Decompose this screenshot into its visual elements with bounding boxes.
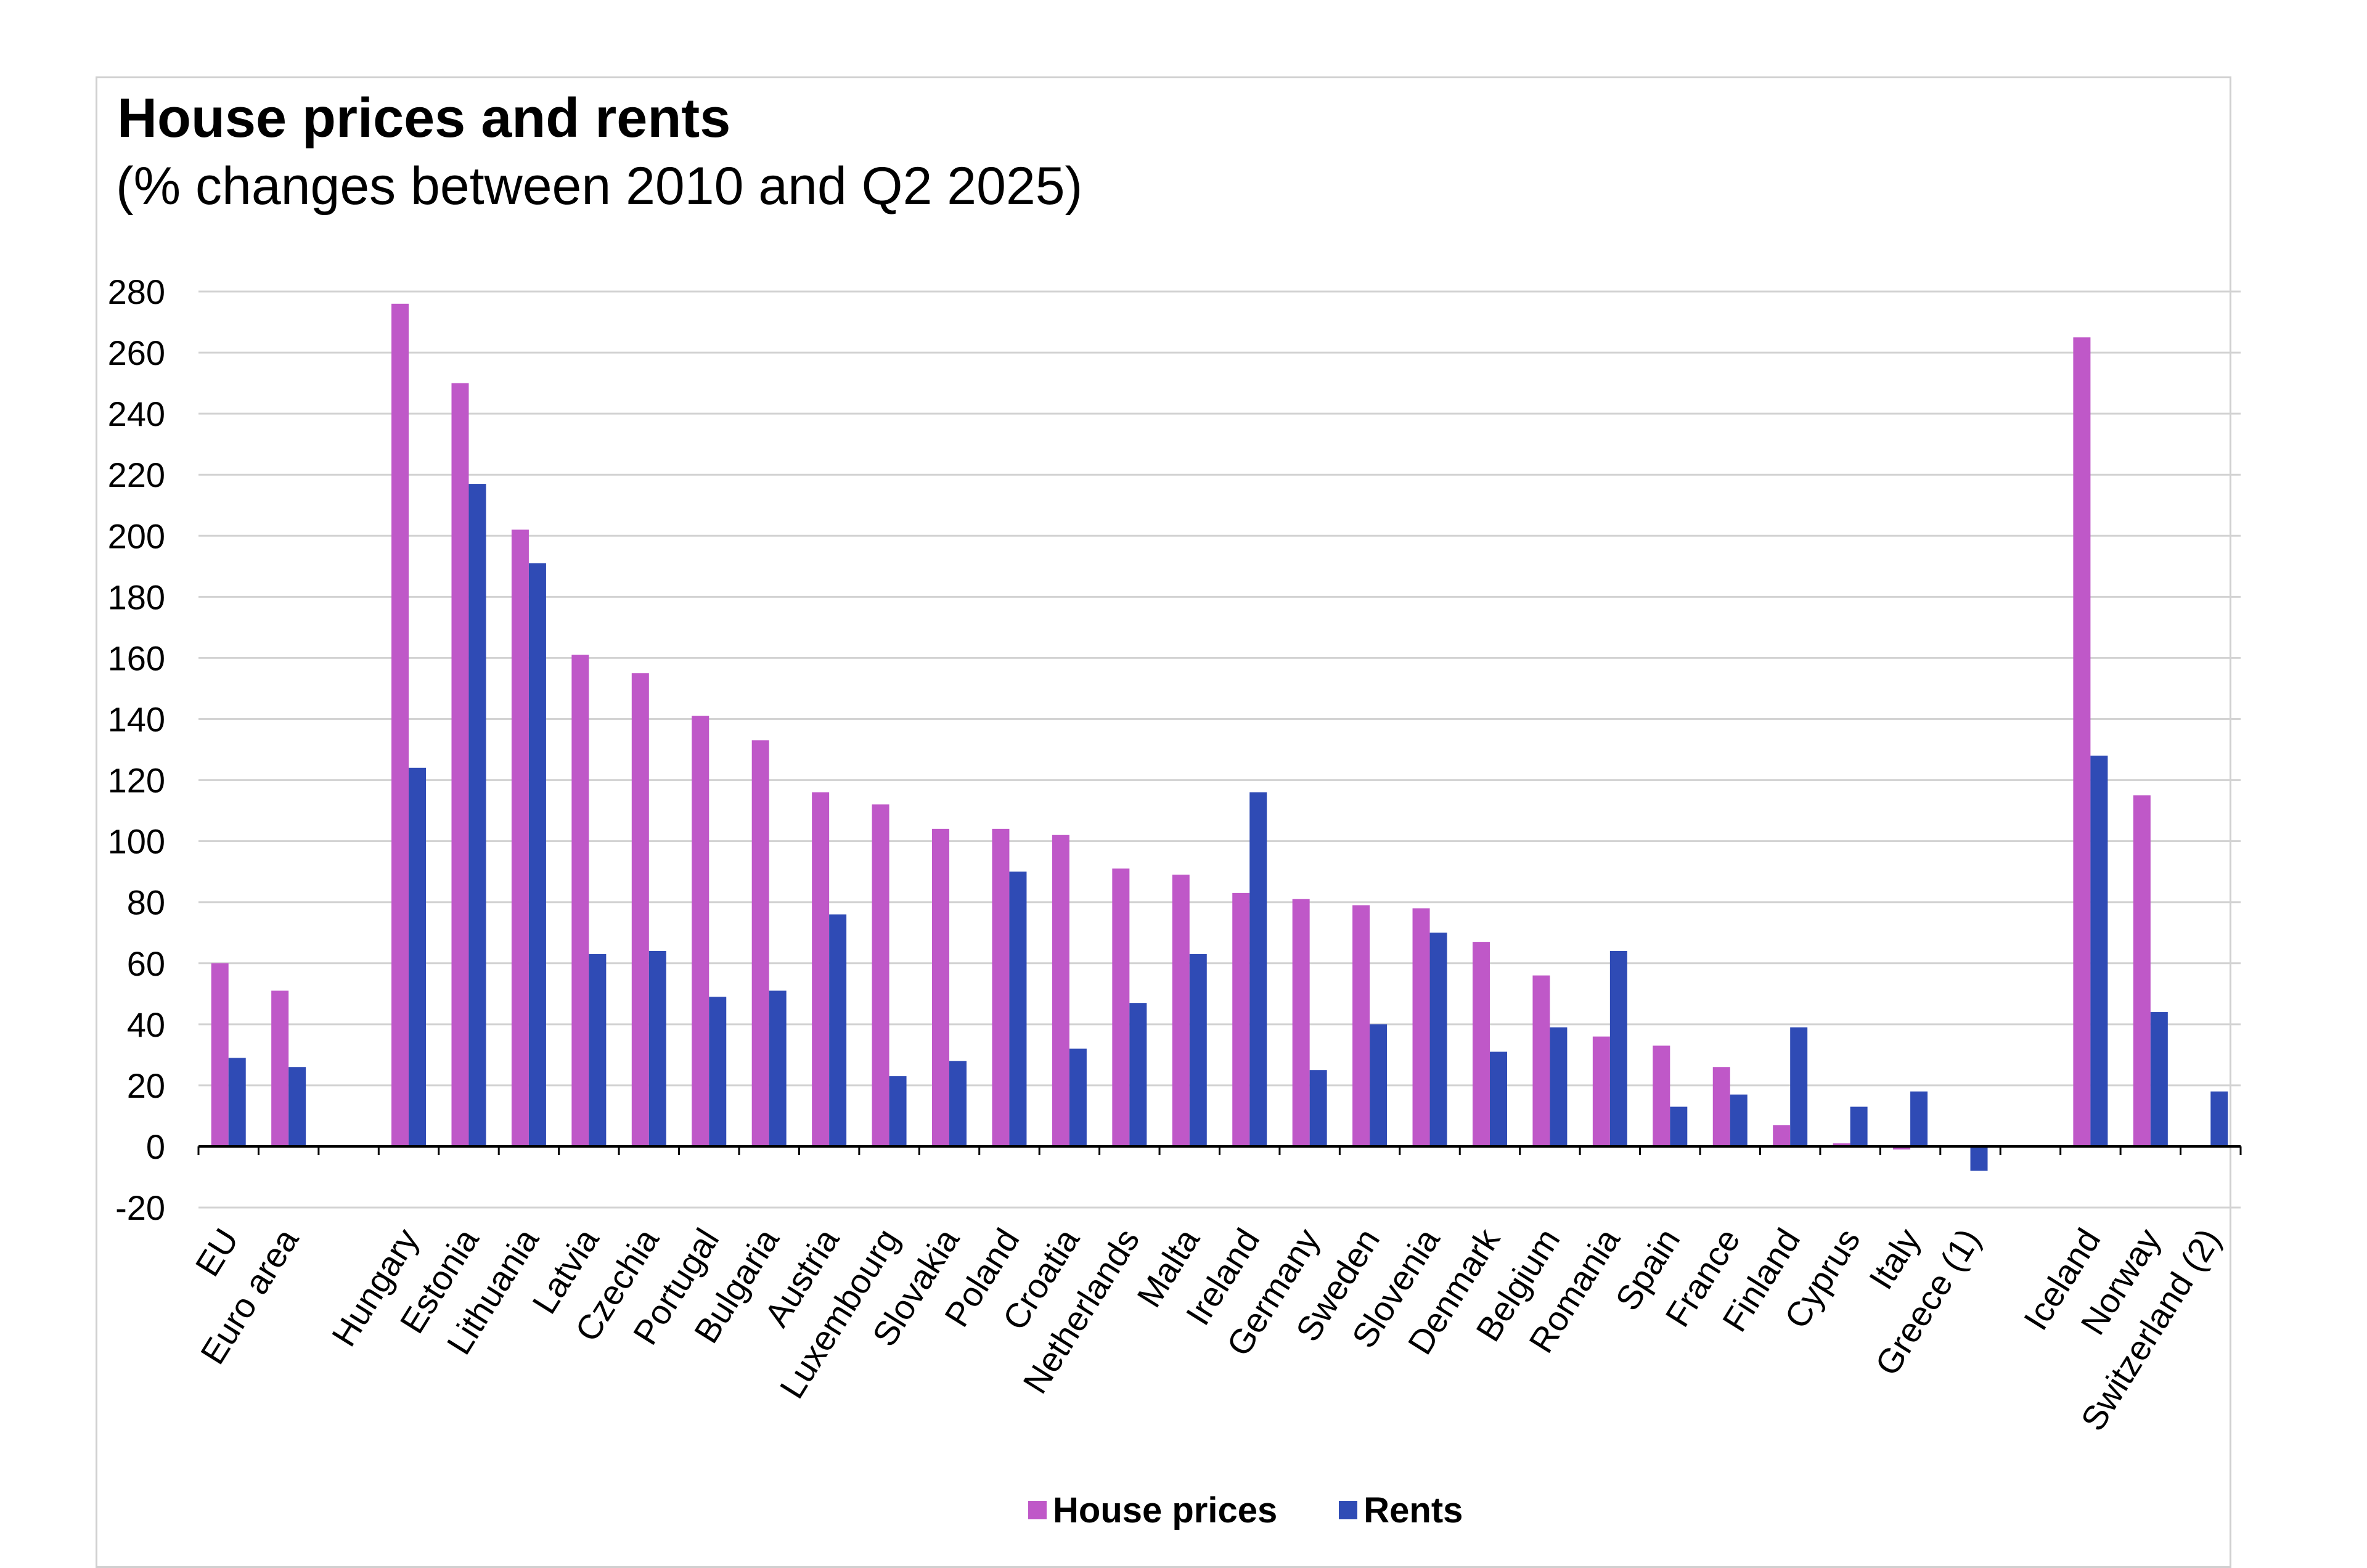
y-tick-label: 40 — [127, 1005, 165, 1044]
bar-house-prices-finland — [1773, 1125, 1791, 1146]
bar-house-prices-latvia — [571, 655, 589, 1146]
y-tick-label: 180 — [108, 578, 165, 616]
bar-house-prices-austria — [812, 792, 830, 1146]
bar-house-prices-lithuania — [511, 529, 529, 1146]
bar-house-prices-euro-area — [271, 990, 289, 1146]
bar-rents-france — [1730, 1094, 1748, 1146]
bar-house-prices-estonia — [451, 383, 469, 1146]
bar-rents-spain — [1670, 1106, 1688, 1146]
y-tick-label: 160 — [108, 639, 165, 677]
legend: House prices Rents — [1028, 1485, 1463, 1535]
bar-rents-hungary — [409, 767, 427, 1146]
bar-rents-iceland — [2090, 755, 2108, 1146]
bar-rents-slovakia — [949, 1061, 967, 1146]
bar-rents-germany — [1309, 1070, 1327, 1146]
bar-rents-austria — [829, 914, 847, 1146]
bar-house-prices-luxembourg — [872, 804, 889, 1146]
y-tick-label: 280 — [108, 272, 165, 311]
y-tick-label: -20 — [115, 1188, 165, 1227]
bar-rents-belgium — [1550, 1027, 1568, 1146]
y-tick-label: 100 — [108, 822, 165, 861]
bar-house-prices-malta — [1172, 875, 1190, 1146]
bar-house-prices-hungary — [391, 303, 409, 1146]
legend-label-house-prices: House prices — [1053, 1490, 1278, 1530]
bar-house-prices-croatia — [1052, 835, 1069, 1146]
bar-rents-sweden — [1370, 1024, 1388, 1146]
y-tick-label: 140 — [108, 700, 165, 739]
y-tick-label: 260 — [108, 333, 165, 372]
bar-house-prices-romania — [1592, 1036, 1610, 1146]
x-tick-label-eu: EU — [187, 1222, 246, 1283]
legend-swatch-rents — [1339, 1501, 1358, 1519]
bar-rents-italy — [1910, 1091, 1928, 1146]
bar-rents-latvia — [589, 953, 607, 1146]
bar-house-prices-eu — [211, 963, 229, 1146]
bar-house-prices-poland — [992, 828, 1010, 1146]
bar-house-prices-italy — [1893, 1146, 1911, 1149]
bars — [211, 303, 2228, 1171]
bar-house-prices-norway — [2133, 795, 2151, 1146]
bar-rents-romania — [1609, 950, 1627, 1146]
bar-house-prices-france — [1712, 1067, 1730, 1146]
bar-rents-norway — [2150, 1012, 2168, 1146]
x-tick-label-hungary: Hungary — [324, 1222, 427, 1353]
bar-rents-czechia — [648, 950, 666, 1146]
bar-house-prices-iceland — [2073, 337, 2091, 1146]
bar-house-prices-germany — [1292, 899, 1310, 1146]
bar-rents-croatia — [1069, 1048, 1087, 1146]
legend-item-house-prices: House prices — [1028, 1490, 1277, 1531]
bar-rents-switzerland-2 — [2210, 1091, 2228, 1146]
bar-rents-lithuania — [528, 563, 546, 1146]
y-tick-label: 200 — [108, 517, 165, 555]
y-axis-ticks: -20 0 20 40 60 80 100 120 140 160 180 200 220 240 260 2… — [108, 272, 165, 1227]
bar-rents-cyprus — [1850, 1106, 1868, 1146]
bar-house-prices-czechia — [631, 673, 649, 1146]
bar-house-prices-ireland — [1232, 892, 1250, 1146]
bar-rents-ireland — [1249, 792, 1267, 1146]
y-tick-label: 0 — [146, 1127, 165, 1166]
y-tick-label: 220 — [108, 455, 165, 494]
chart-subtitle: (% changes between 2010 and Q2 2025) — [116, 157, 1083, 216]
y-tick-label: 120 — [108, 761, 165, 800]
bar-house-prices-netherlands — [1112, 868, 1130, 1146]
y-tick-label: 20 — [127, 1066, 165, 1105]
bar-rents-bulgaria — [769, 990, 787, 1146]
bar-house-prices-denmark — [1472, 942, 1490, 1146]
bar-rents-denmark — [1489, 1051, 1507, 1146]
bar-rents-greece-1 — [1970, 1146, 1988, 1171]
x-axis — [197, 1145, 2242, 1155]
y-tick-label: 80 — [127, 883, 165, 922]
bar-rents-poland — [1009, 872, 1027, 1146]
bar-rents-portugal — [709, 997, 727, 1146]
bar-house-prices-spain — [1653, 1045, 1670, 1146]
gridlines — [198, 290, 2241, 1209]
bar-house-prices-bulgaria — [751, 740, 769, 1146]
legend-swatch-house-prices — [1028, 1501, 1047, 1519]
legend-label-rents: Rents — [1363, 1490, 1463, 1530]
bar-rents-luxembourg — [889, 1076, 907, 1146]
legend-item-rents: Rents — [1339, 1490, 1463, 1531]
bar-rents-malta — [1189, 953, 1207, 1146]
bar-rents-slovenia — [1429, 933, 1447, 1146]
bar-rents-euro-area — [288, 1067, 306, 1146]
bar-house-prices-slovakia — [932, 828, 950, 1146]
y-tick-label: 240 — [108, 394, 165, 433]
bar-house-prices-portugal — [692, 716, 709, 1146]
y-tick-label: 60 — [127, 944, 165, 983]
bar-rents-eu — [228, 1058, 246, 1146]
bar-house-prices-cyprus — [1833, 1143, 1850, 1146]
bar-rents-finland — [1790, 1027, 1808, 1146]
chart-title: House prices and rents — [117, 88, 731, 149]
bar-rents-netherlands — [1129, 1003, 1147, 1146]
bar-house-prices-belgium — [1532, 975, 1550, 1146]
bar-house-prices-slovenia — [1412, 908, 1430, 1146]
bar-house-prices-sweden — [1352, 905, 1370, 1146]
bar-rents-estonia — [468, 484, 486, 1147]
